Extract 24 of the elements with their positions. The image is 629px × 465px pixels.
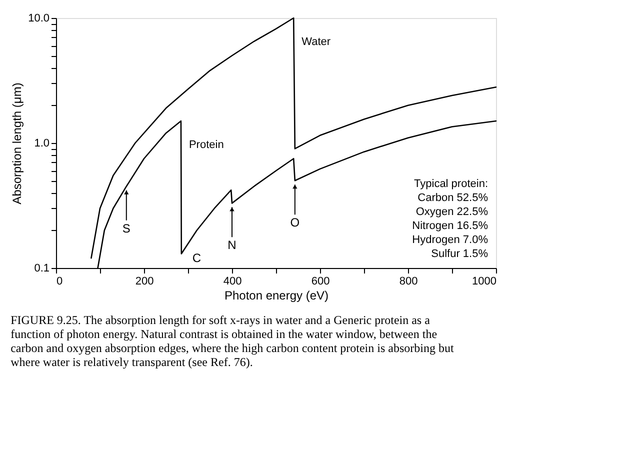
annotation: O: [290, 216, 300, 230]
y-axis-title: Absorption length (μm): [10, 82, 24, 204]
series-label: Protein: [188, 138, 224, 151]
x-tick-label: 600: [311, 276, 330, 288]
annotation: Sulfur 1.5%: [431, 248, 488, 260]
y-tick-label: 10.0: [28, 12, 50, 24]
x-axis-title: Photon energy (eV): [224, 288, 329, 302]
caption: FIGURE 9.25. The absorption length for soft x-rays in water and a Generic protein as a function of photon energy. Natural contrast is obtained in the water window, between the carbon and oxygen absorption edges, where the high carbon content protein is absorbing but where water is relatively transparent (see Ref. 76).: [10, 313, 454, 369]
y-tick-label: 0.1: [34, 262, 50, 274]
x-tick-label: 200: [135, 276, 154, 288]
annotation: Oxygen 22.5%: [416, 206, 488, 218]
x-tick-label: 800: [399, 276, 418, 288]
annotation: Nitrogen 16.5%: [412, 220, 488, 232]
series-label: Water: [302, 36, 331, 48]
x-tick-label: 0: [56, 276, 63, 288]
annotation: Carbon 52.5%: [418, 192, 488, 204]
y-tick-label: 1.0: [34, 138, 50, 150]
annotation: Typical protein:: [414, 178, 488, 190]
annotation: Hydrogen 7.0%: [412, 234, 488, 246]
annotation: C: [192, 250, 202, 265]
annotation: N: [228, 238, 236, 252]
x-tick-label: 1000: [472, 276, 496, 288]
annotation: S: [122, 221, 130, 236]
x-tick-label: 400: [223, 276, 242, 288]
